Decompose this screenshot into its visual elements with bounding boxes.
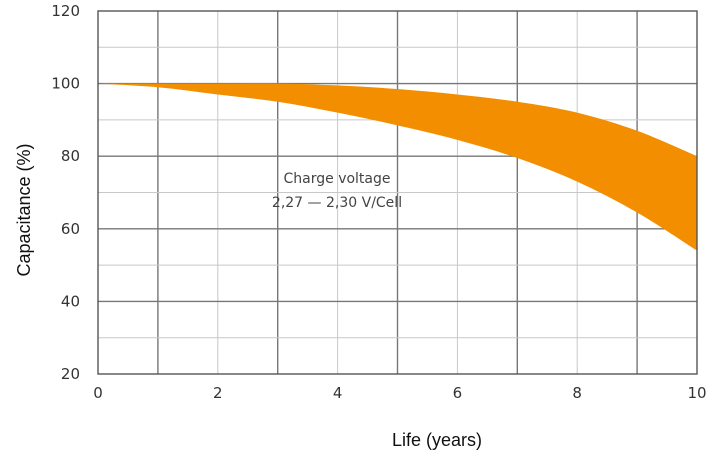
x-tick-label: 6 xyxy=(453,384,463,402)
capacity-band xyxy=(98,83,697,251)
y-axis-ticks: 120 100 80 60 40 20 xyxy=(51,2,80,383)
annotation-line-1: Charge voltage xyxy=(284,171,391,187)
x-axis-title: Life (years) xyxy=(392,430,482,450)
grid xyxy=(98,11,697,374)
annotation-line-2: 2,27 — 2,30 V/Cell xyxy=(272,195,402,211)
y-tick-label: 100 xyxy=(51,75,80,93)
y-tick-label: 80 xyxy=(61,147,80,165)
x-tick-label: 0 xyxy=(93,384,103,402)
x-axis-ticks: 0 2 4 6 8 10 xyxy=(93,384,706,402)
y-tick-label: 20 xyxy=(61,365,80,383)
y-tick-label: 40 xyxy=(61,292,80,310)
plot-frame xyxy=(97,10,698,375)
y-tick-label: 60 xyxy=(61,220,80,238)
y-axis-title: Capacitance (%) xyxy=(14,143,34,276)
x-tick-label: 4 xyxy=(333,384,343,402)
x-tick-label: 10 xyxy=(687,384,706,402)
x-tick-label: 2 xyxy=(213,384,223,402)
y-tick-label: 120 xyxy=(51,2,80,20)
x-tick-label: 8 xyxy=(572,384,582,402)
